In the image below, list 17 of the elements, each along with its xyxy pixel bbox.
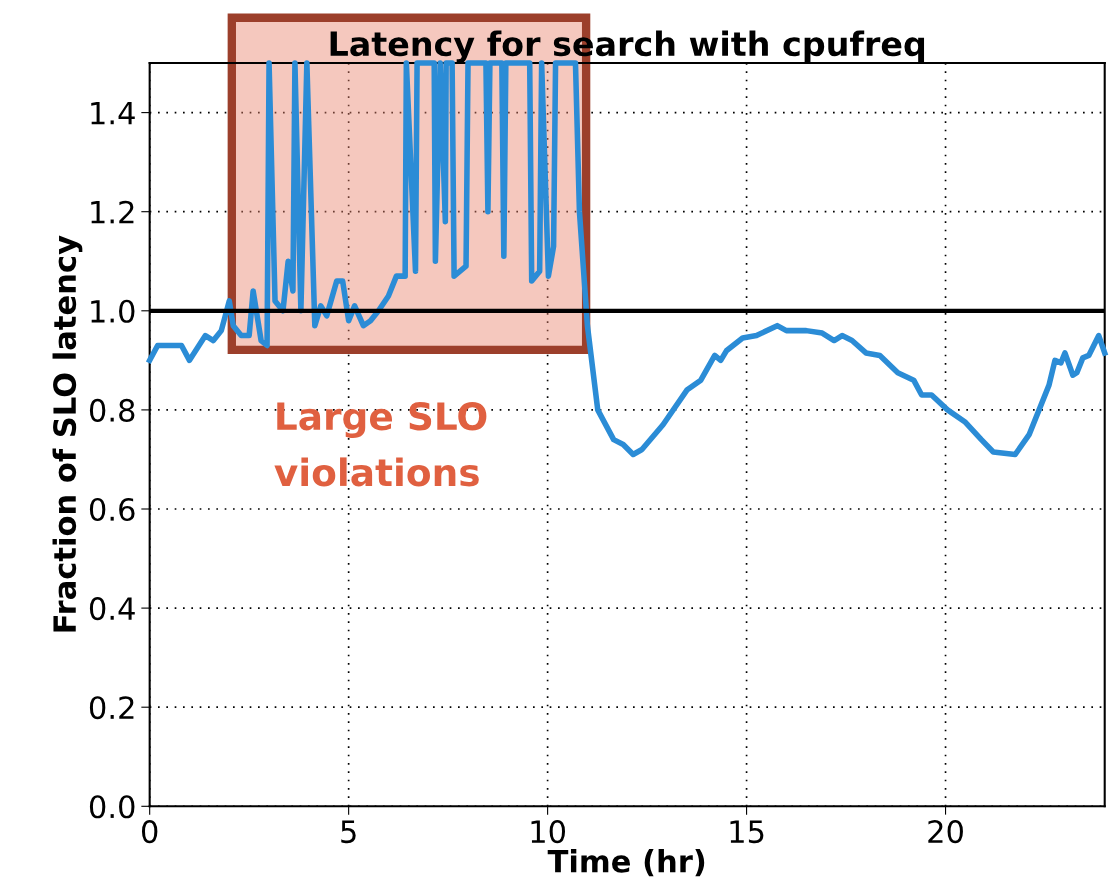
y-tick-label: 1.0 [91, 299, 135, 323]
annotation: Large SLO [277, 402, 487, 438]
x-axis-title: Time (hr) [547, 849, 705, 877]
y-tick-label: 0.8 [89, 398, 135, 422]
y-tick-label: 0.6 [89, 497, 135, 522]
x-tick-label: 20 [928, 820, 963, 844]
x-tick-label: 5 [341, 820, 356, 844]
y-tick-label: 0.4 [89, 597, 135, 621]
annotation: violations [274, 457, 479, 487]
x-tick-label: 10 [531, 820, 566, 844]
y-tick-label: 1.4 [91, 101, 135, 125]
y-tick-label: 0.2 [89, 696, 134, 720]
y-tick-label: 0.0 [89, 795, 135, 819]
x-tick-label: 0 [141, 820, 158, 844]
y-tick-label: 1.2 [91, 200, 134, 224]
y-axis-title: Fraction of SLO latency [52, 235, 83, 632]
x-tick-label: 15 [730, 820, 764, 844]
